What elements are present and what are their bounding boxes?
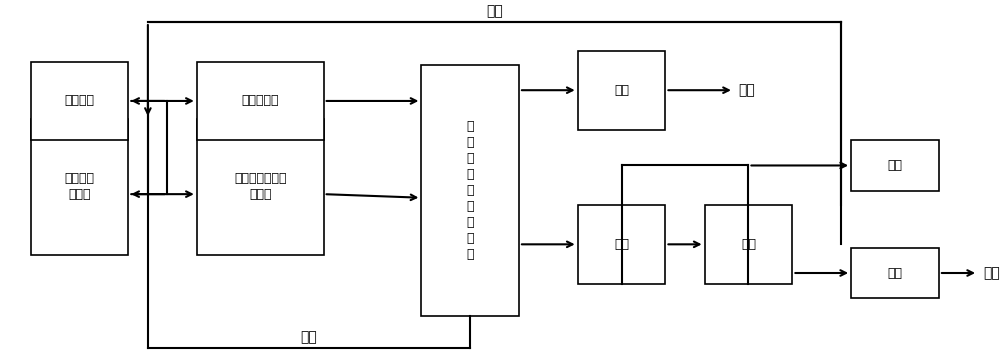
Text: 重质碳氢化合物
预热器: 重质碳氢化合物 预热器 <box>234 173 286 202</box>
FancyBboxPatch shape <box>197 119 324 255</box>
Text: 循环: 循环 <box>486 4 503 19</box>
Text: 产物: 产物 <box>887 159 902 172</box>
FancyBboxPatch shape <box>851 141 939 191</box>
FancyBboxPatch shape <box>705 205 792 284</box>
Text: 富氢气体: 富氢气体 <box>65 94 95 107</box>
FancyBboxPatch shape <box>197 62 324 141</box>
Text: 渣油: 渣油 <box>614 84 629 97</box>
Text: 重质碳氢
化合物: 重质碳氢 化合物 <box>65 173 95 202</box>
Text: 回收: 回收 <box>739 83 755 97</box>
Text: 气体预热器: 气体预热器 <box>241 94 279 107</box>
Text: 冷阱: 冷阱 <box>741 238 756 251</box>
FancyBboxPatch shape <box>31 62 128 141</box>
FancyBboxPatch shape <box>421 65 519 316</box>
Text: 热阱: 热阱 <box>614 238 629 251</box>
Text: 等
离
子
体
加
氢
反
应
器: 等 离 子 体 加 氢 反 应 器 <box>466 120 474 261</box>
FancyBboxPatch shape <box>31 119 128 255</box>
FancyBboxPatch shape <box>851 248 939 298</box>
Text: 尾气: 尾气 <box>983 266 1000 280</box>
Text: 循环: 循环 <box>301 331 317 345</box>
Text: 尾气: 尾气 <box>887 266 902 280</box>
FancyBboxPatch shape <box>578 51 665 130</box>
FancyBboxPatch shape <box>578 205 665 284</box>
